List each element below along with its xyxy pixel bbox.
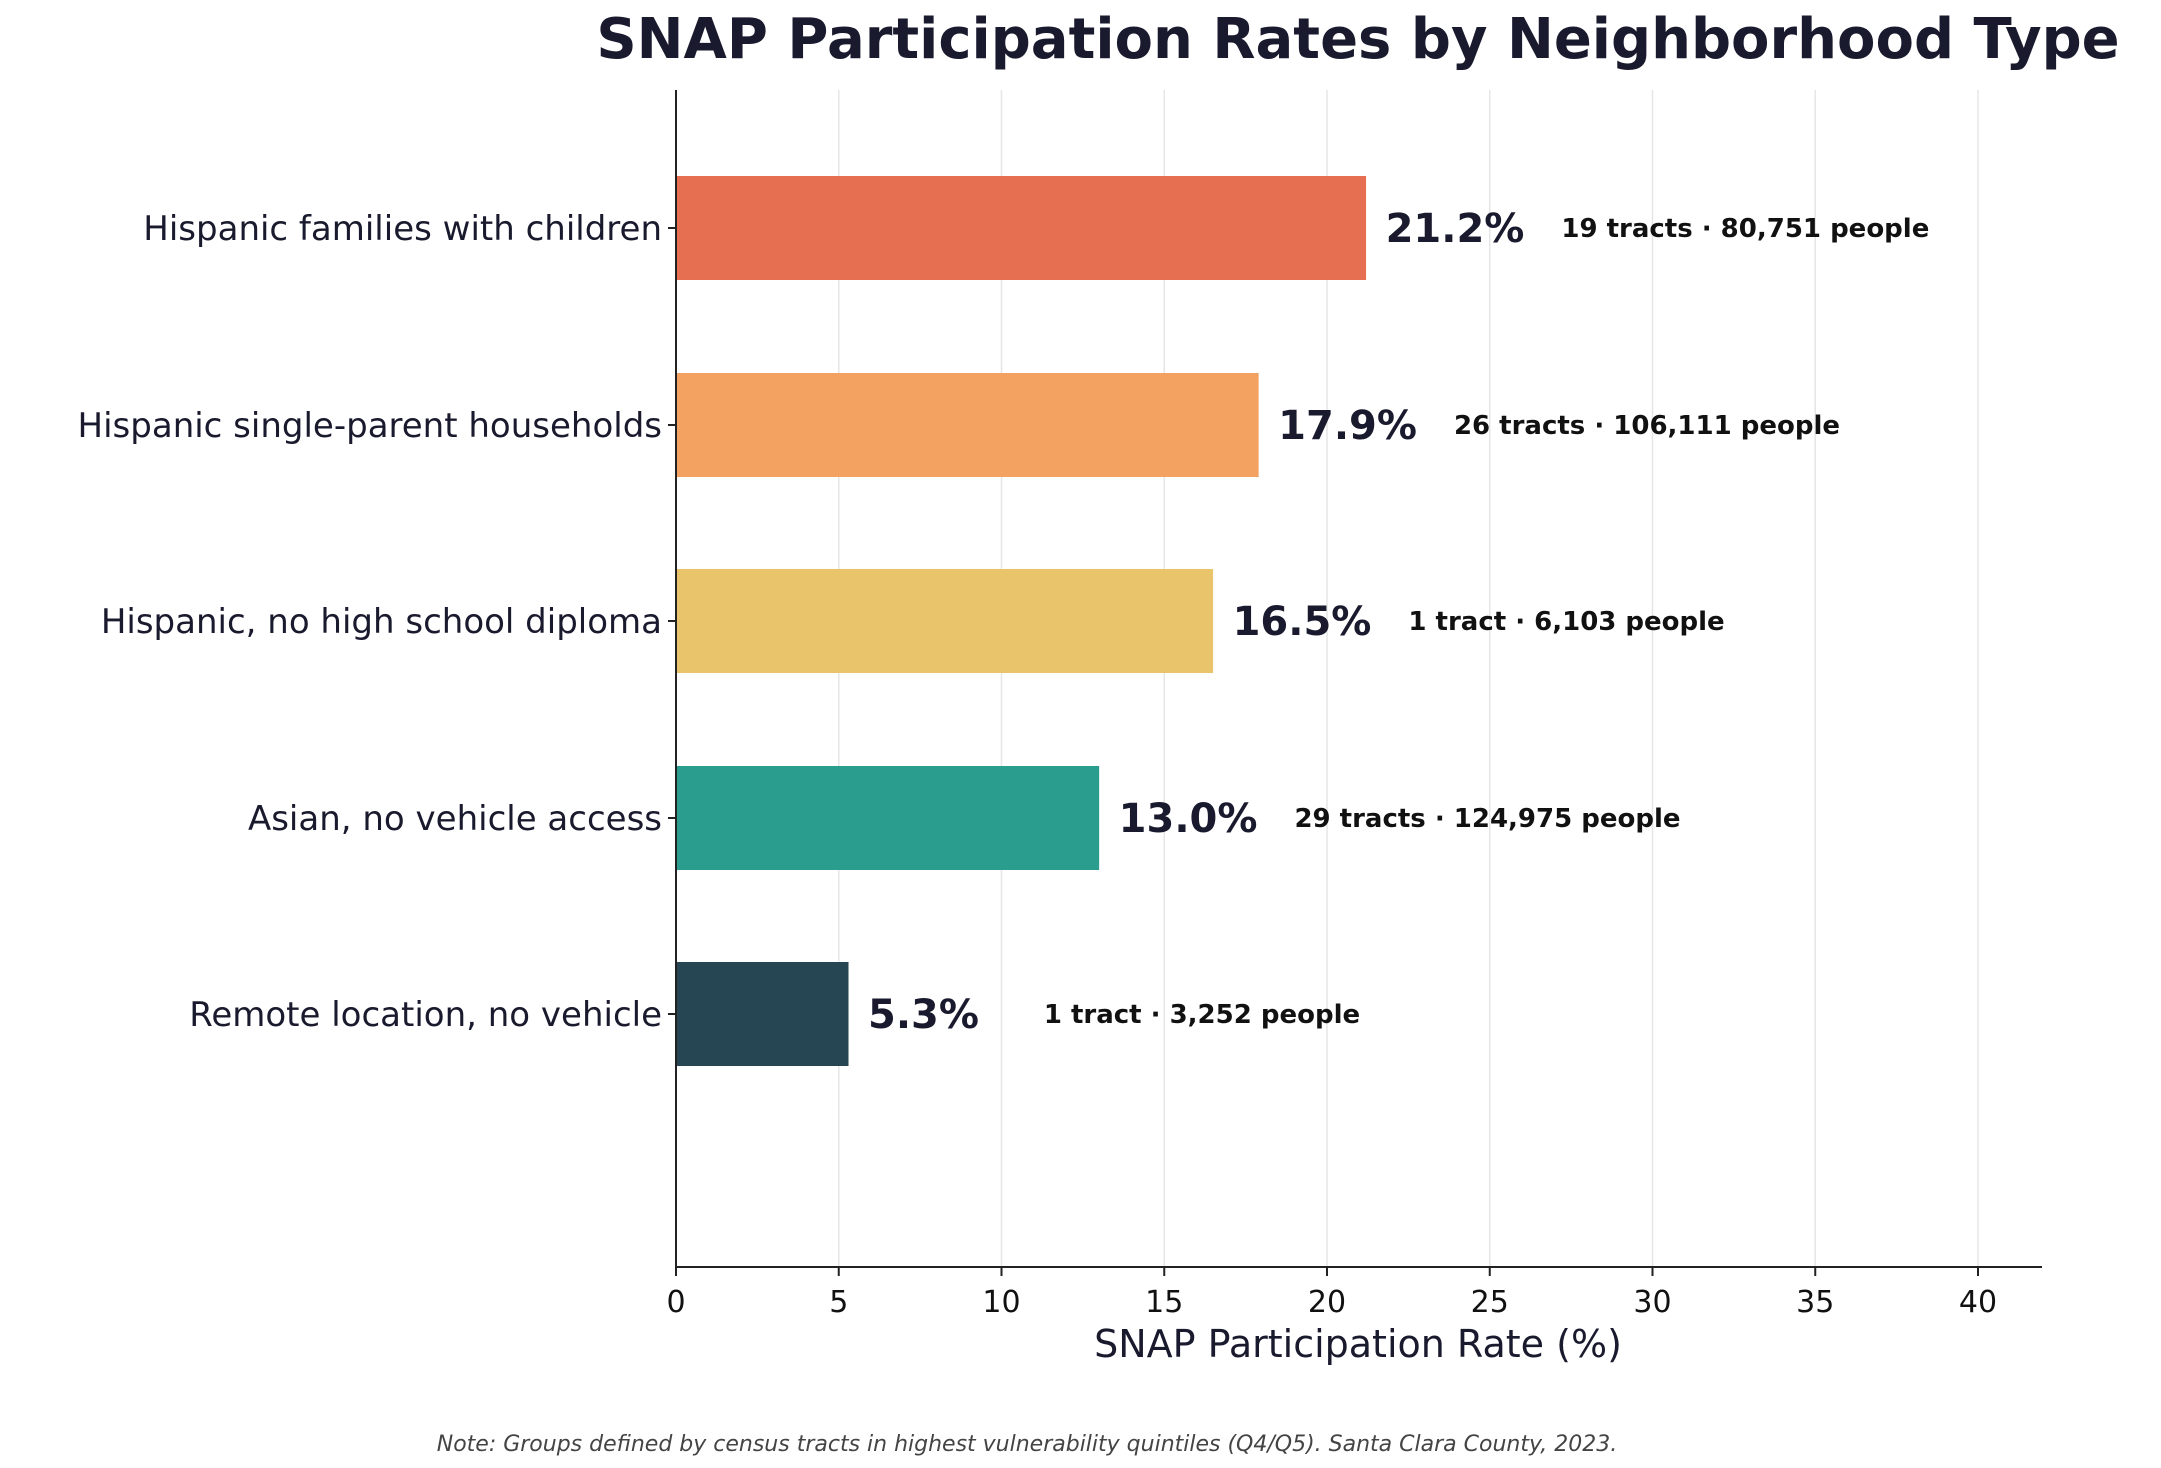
x-tick-label: 10 bbox=[982, 1285, 1020, 1320]
category-label: Hispanic families with children bbox=[143, 209, 662, 249]
bar bbox=[676, 176, 1367, 280]
value-label: 17.9% bbox=[1278, 403, 1417, 449]
bars bbox=[676, 176, 1367, 1066]
annotation-label: 29 tracts · 124,975 people bbox=[1294, 804, 1680, 834]
x-tick-label: 0 bbox=[666, 1285, 685, 1320]
value-label: 16.5% bbox=[1233, 599, 1372, 645]
x-axis-ticks: 0 5 10 15 20 25 30 35 40 bbox=[666, 1267, 1997, 1320]
category-label: Hispanic single-parent households bbox=[78, 406, 662, 446]
annotation-label: 1 tract · 3,252 people bbox=[1044, 1000, 1360, 1030]
bar-labels: 21.2% 19 tracts · 80,751 people 17.9% 26 tr… bbox=[868, 206, 1929, 1038]
x-tick-label: 15 bbox=[1145, 1285, 1183, 1320]
bar bbox=[676, 373, 1259, 477]
bar bbox=[676, 962, 849, 1066]
value-label: 5.3% bbox=[868, 992, 979, 1038]
x-tick-label: 5 bbox=[829, 1285, 848, 1320]
value-label: 13.0% bbox=[1119, 796, 1258, 842]
x-tick-label: 30 bbox=[1633, 1285, 1671, 1320]
annotation-label: 1 tract · 6,103 people bbox=[1408, 607, 1724, 637]
x-tick-label: 25 bbox=[1471, 1285, 1509, 1320]
x-tick-label: 40 bbox=[1959, 1285, 1997, 1320]
y-axis-ticks: Hispanic families with children Hispanic … bbox=[78, 209, 676, 1035]
x-tick-label: 20 bbox=[1308, 1285, 1346, 1320]
chart-title: SNAP Participation Rates by Neighborhood… bbox=[596, 7, 2119, 72]
footnote: Note: Groups defined by census tracts in… bbox=[437, 1432, 1618, 1457]
bar bbox=[676, 569, 1214, 673]
annotation-label: 19 tracts · 80,751 people bbox=[1561, 214, 1929, 244]
category-label: Asian, no vehicle access bbox=[248, 799, 662, 839]
grid-lines bbox=[675, 90, 1979, 1267]
x-tick-label: 35 bbox=[1796, 1285, 1834, 1320]
category-label: Remote location, no vehicle bbox=[189, 995, 662, 1035]
value-label: 21.2% bbox=[1386, 206, 1525, 252]
category-label: Hispanic, no high school diploma bbox=[101, 602, 662, 642]
x-axis-label: SNAP Participation Rate (%) bbox=[1094, 1322, 1622, 1366]
annotation-label: 26 tracts · 106,111 people bbox=[1454, 411, 1840, 441]
bar bbox=[676, 766, 1100, 870]
